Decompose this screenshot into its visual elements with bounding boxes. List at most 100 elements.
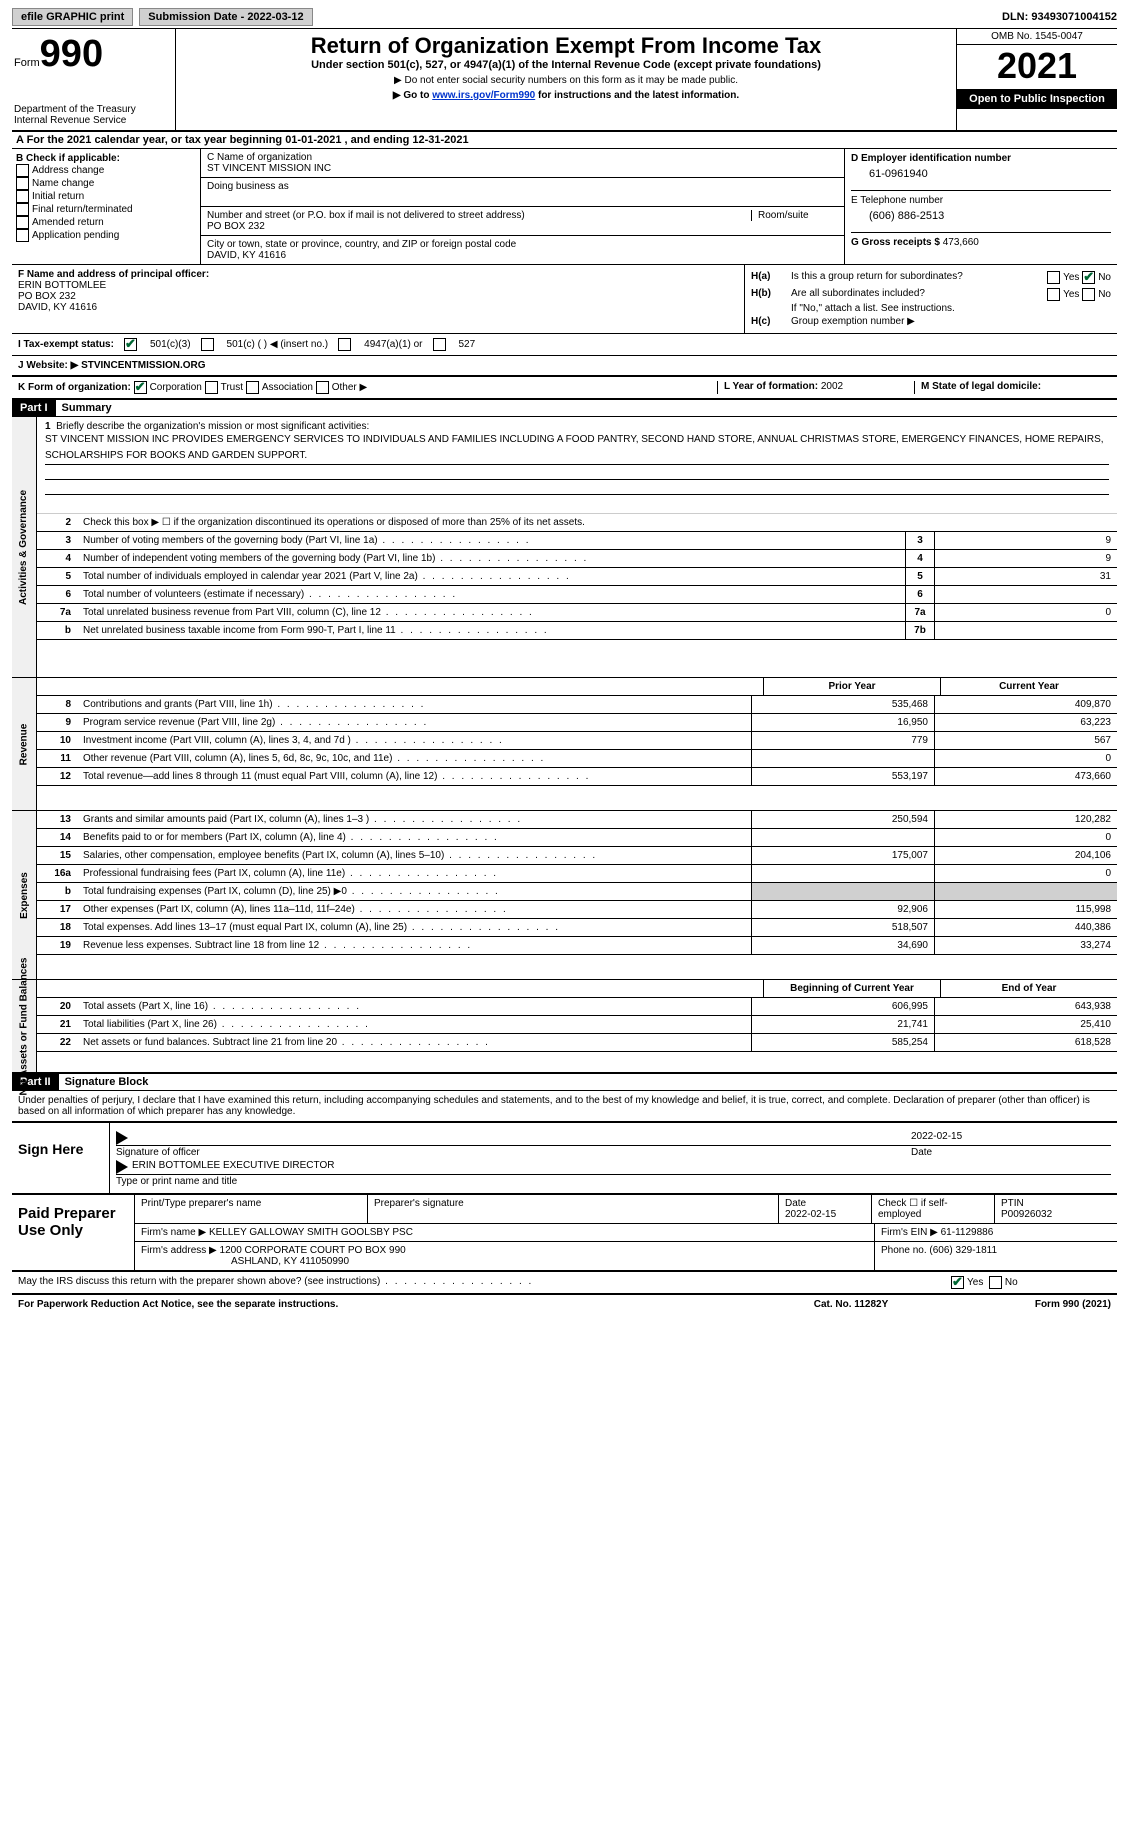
check-self-employed[interactable]: Check ☐ if self-employed xyxy=(872,1195,995,1223)
check-app-pending[interactable] xyxy=(16,229,29,242)
summary-line: 11Other revenue (Part VIII, column (A), … xyxy=(37,750,1117,768)
part1-header: Part I xyxy=(12,400,56,416)
hb-no[interactable] xyxy=(1082,288,1095,301)
year-block: OMB No. 1545-0047 2021 Open to Public In… xyxy=(957,29,1117,130)
footer-center: Cat. No. 11282Y xyxy=(751,1299,951,1310)
check-other[interactable] xyxy=(316,381,329,394)
summary-line: 9Program service revenue (Part VIII, lin… xyxy=(37,714,1117,732)
check-name-change[interactable] xyxy=(16,177,29,190)
omb-number: OMB No. 1545-0047 xyxy=(957,29,1117,45)
summary-line: 5Total number of individuals employed in… xyxy=(37,568,1117,586)
submission-date: Submission Date - 2022-03-12 xyxy=(139,8,312,26)
part2-title: Signature Block xyxy=(59,1074,155,1090)
ptin-value: P00926032 xyxy=(1001,1209,1052,1220)
irs-label: Internal Revenue Service xyxy=(14,115,169,126)
title-block: Return of Organization Exempt From Incom… xyxy=(176,29,957,130)
section-a: A For the 2021 calendar year, or tax yea… xyxy=(12,132,1117,149)
section-k: K Form of organization: Corporation Trus… xyxy=(18,381,717,394)
check-assoc[interactable] xyxy=(246,381,259,394)
part1-title: Summary xyxy=(56,400,118,416)
summary-line: bNet unrelated business taxable income f… xyxy=(37,622,1117,640)
dln: DLN: 93493071004152 xyxy=(1002,11,1117,23)
section-l: L Year of formation: 2002 xyxy=(717,381,914,394)
mission-text: ST VINCENT MISSION INC PROVIDES EMERGENC… xyxy=(45,432,1109,465)
summary-line: 7aTotal unrelated business revenue from … xyxy=(37,604,1117,622)
summary-line: 8Contributions and grants (Part VIII, li… xyxy=(37,696,1117,714)
col-current-year: Current Year xyxy=(941,678,1117,695)
summary-line: 13Grants and similar amounts paid (Part … xyxy=(37,811,1117,829)
line-2: Check this box ▶ ☐ if the organization d… xyxy=(77,514,1117,531)
tab-expenses: Expenses xyxy=(12,811,37,979)
ein-value: 61-0961940 xyxy=(851,164,1111,190)
check-501c3[interactable] xyxy=(124,338,137,351)
discuss-yes[interactable] xyxy=(951,1276,964,1289)
check-initial-return[interactable] xyxy=(16,190,29,203)
summary-line: 3Number of voting members of the governi… xyxy=(37,532,1117,550)
street-address: PO BOX 232 xyxy=(207,221,838,232)
summary-line: 12Total revenue—add lines 8 through 11 (… xyxy=(37,768,1117,786)
check-trust[interactable] xyxy=(205,381,218,394)
discuss-question: May the IRS discuss this return with the… xyxy=(18,1276,951,1289)
irs-link[interactable]: www.irs.gov/Form990 xyxy=(432,90,535,101)
col-prior-year: Prior Year xyxy=(764,678,941,695)
sign-here-label: Sign Here xyxy=(12,1123,110,1193)
sig-date: 2022-02-15 xyxy=(911,1131,1111,1145)
check-4947[interactable] xyxy=(338,338,351,351)
summary-line: 14Benefits paid to or for members (Part … xyxy=(37,829,1117,847)
prep-date: 2022-02-15 xyxy=(785,1209,836,1220)
summary-line: 4Number of independent voting members of… xyxy=(37,550,1117,568)
summary-line: 16aProfessional fundraising fees (Part I… xyxy=(37,865,1117,883)
check-501c[interactable] xyxy=(201,338,214,351)
subtitle-3: ▶ Go to www.irs.gov/Form990 for instruct… xyxy=(182,90,950,101)
open-inspection: Open to Public Inspection xyxy=(957,89,1117,109)
summary-line: 20Total assets (Part X, line 16)606,9956… xyxy=(37,998,1117,1016)
ha-yes[interactable] xyxy=(1047,271,1060,284)
org-name: ST VINCENT MISSION INC xyxy=(207,163,838,174)
check-address-change[interactable] xyxy=(16,164,29,177)
firm-addr: 1200 CORPORATE COURT PO BOX 990 xyxy=(220,1245,406,1256)
street-cell: Number and street (or P.O. box if mail i… xyxy=(201,207,844,236)
prep-name-lbl: Print/Type preparer's name xyxy=(135,1195,368,1223)
form-title: Return of Organization Exempt From Incom… xyxy=(182,33,950,59)
footer-left: For Paperwork Reduction Act Notice, see … xyxy=(18,1299,751,1310)
subtitle-2: ▶ Do not enter social security numbers o… xyxy=(182,75,950,86)
discuss-no[interactable] xyxy=(989,1276,1002,1289)
check-527[interactable] xyxy=(433,338,446,351)
org-name-cell: C Name of organization ST VINCENT MISSIO… xyxy=(201,149,844,178)
efile-button[interactable]: efile GRAPHIC print xyxy=(12,8,133,26)
ha-no[interactable] xyxy=(1082,271,1095,284)
section-m: M State of legal domicile: xyxy=(914,381,1111,394)
officer-name: ERIN BOTTOMLEE EXECUTIVE DIRECTOR xyxy=(132,1160,334,1174)
hb-yes[interactable] xyxy=(1047,288,1060,301)
tab-revenue: Revenue xyxy=(12,678,37,810)
line-1: 1 Briefly describe the organization's mi… xyxy=(37,417,1117,514)
penalties-text: Under penalties of perjury, I declare th… xyxy=(12,1091,1117,1123)
form-word: Form xyxy=(14,57,40,69)
tab-activities: Activities & Governance xyxy=(12,417,37,677)
check-corp[interactable] xyxy=(134,381,147,394)
city-state-zip: DAVID, KY 41616 xyxy=(207,250,838,261)
city-cell: City or town, state or province, country… xyxy=(201,236,844,264)
check-amended[interactable] xyxy=(16,216,29,229)
section-f: F Name and address of principal officer:… xyxy=(12,265,745,333)
tax-year: 2021 xyxy=(957,45,1117,87)
summary-line: 17Other expenses (Part IX, column (A), l… xyxy=(37,901,1117,919)
form-id-block: Form990 Department of the Treasury Inter… xyxy=(12,29,176,130)
summary-line: 22Net assets or fund balances. Subtract … xyxy=(37,1034,1117,1052)
summary-line: 10Investment income (Part VIII, column (… xyxy=(37,732,1117,750)
summary-line: 6Total number of volunteers (estimate if… xyxy=(37,586,1117,604)
gross-receipts: 473,660 xyxy=(943,237,979,248)
phone-value: (606) 886-2513 xyxy=(851,206,1111,232)
summary-line: bTotal fundraising expenses (Part IX, co… xyxy=(37,883,1117,901)
prep-sig-lbl: Preparer's signature xyxy=(368,1195,779,1223)
form-number: 990 xyxy=(40,33,103,75)
deg-column: D Employer identification number 61-0961… xyxy=(845,149,1117,264)
footer-right: Form 990 (2021) xyxy=(951,1299,1111,1310)
section-j: J Website: ▶ STVINCENTMISSION.ORG xyxy=(12,356,1117,377)
website-value: STVINCENTMISSION.ORG xyxy=(81,360,205,371)
subtitle-1: Under section 501(c), 527, or 4947(a)(1)… xyxy=(182,59,950,71)
arrow-icon xyxy=(116,1131,128,1145)
section-h: H(a)Is this a group return for subordina… xyxy=(745,265,1117,333)
firm-phone: (606) 329-1811 xyxy=(929,1245,997,1256)
check-final-return[interactable] xyxy=(16,203,29,216)
